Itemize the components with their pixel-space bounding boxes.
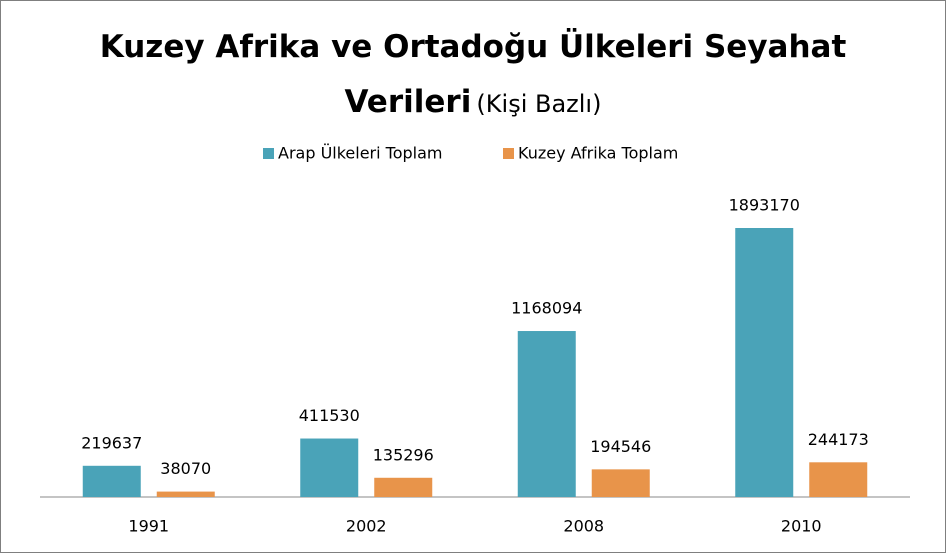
data-label: 38070 <box>160 459 211 478</box>
bar <box>300 438 359 497</box>
x-tick-label: 1991 <box>128 517 169 536</box>
legend-label: Arap Ülkeleri Toplam <box>278 144 443 163</box>
x-tick-label: 2010 <box>781 517 822 536</box>
bar <box>591 469 650 497</box>
legend-swatch <box>263 148 274 159</box>
data-label: 411530 <box>299 406 360 425</box>
data-label: 194546 <box>590 437 651 456</box>
legend-swatch <box>503 148 514 159</box>
data-label: 244173 <box>808 430 869 449</box>
data-label: 1893170 <box>729 196 800 215</box>
legend-label: Kuzey Afrika Toplam <box>518 144 678 163</box>
chart-subtitle: (Kişi Bazlı) <box>476 90 602 118</box>
bar <box>156 491 215 497</box>
bar <box>82 465 141 497</box>
bar <box>374 477 433 497</box>
data-label: 135296 <box>373 445 434 464</box>
title-block: Kuzey Afrika ve Ortadoğu Ülkeleri Seyaha… <box>80 22 866 132</box>
x-tick-label: 2008 <box>563 517 604 536</box>
bar <box>809 462 868 497</box>
data-label: 219637 <box>81 433 142 452</box>
data-label: 1168094 <box>511 299 582 318</box>
chart-title: Kuzey Afrika ve Ortadoğu Ülkeleri Seyaha… <box>99 29 847 120</box>
bar <box>735 228 794 497</box>
x-tick-label: 2002 <box>346 517 387 536</box>
bar <box>517 331 576 497</box>
